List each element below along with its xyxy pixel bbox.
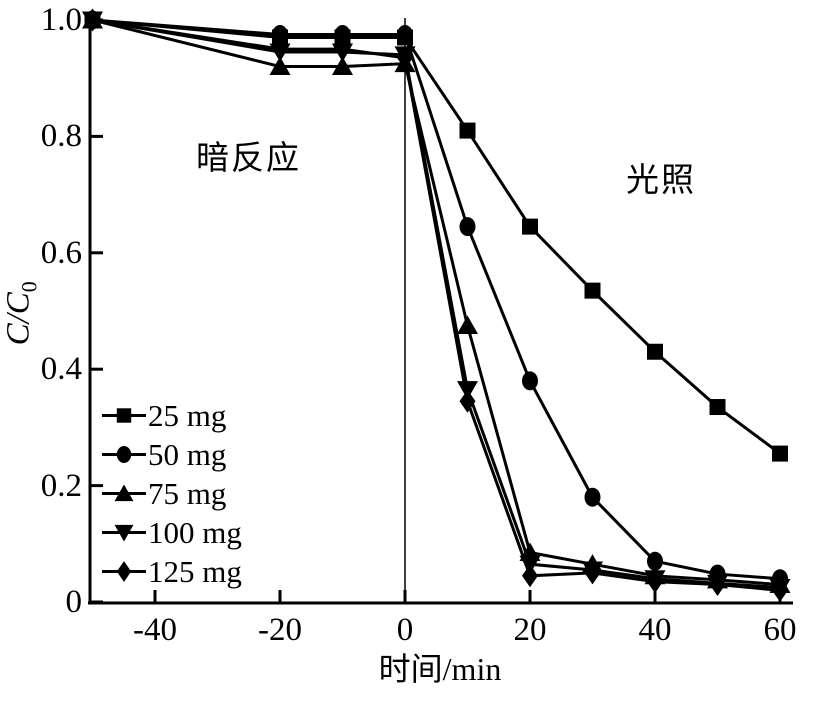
series-50mg <box>84 10 788 589</box>
diamond-marker <box>647 570 663 594</box>
circle-marker <box>397 25 413 45</box>
diamond-marker <box>522 564 538 588</box>
y-tick-label: 0 <box>65 584 83 620</box>
square-marker <box>709 399 726 416</box>
legend-item-75mg: 75 mg <box>100 476 242 511</box>
diamond-marker-icon <box>102 561 146 582</box>
legend-item-50mg: 50 mg <box>100 437 242 472</box>
circle-marker <box>334 25 351 45</box>
square-marker <box>772 445 788 462</box>
square-marker <box>459 122 476 139</box>
circle-marker <box>647 551 663 571</box>
diamond-marker <box>397 46 413 70</box>
legend-label: 50 mg <box>148 437 227 472</box>
y-tick-label: 0.4 <box>40 351 82 387</box>
y-axis-title: C/C0 <box>0 281 42 346</box>
annotation-dark-reaction: 暗反应 <box>196 141 301 177</box>
square-marker <box>522 218 538 235</box>
square-marker-icon <box>102 408 146 423</box>
diamond-marker <box>584 561 601 585</box>
diamond-marker <box>116 561 132 582</box>
circle-marker <box>272 25 288 45</box>
legend-label: 100 mg <box>148 515 242 550</box>
square-marker <box>647 343 663 360</box>
annotation-light: 光照 <box>626 163 696 199</box>
x-tick-label: 20 <box>513 612 547 648</box>
diamond-marker <box>334 37 351 61</box>
diamond-marker <box>459 389 476 413</box>
square-marker <box>584 282 601 299</box>
legend: 25 mg 50 mg 75 mg 100 mg 125 mg <box>100 398 242 589</box>
y-tick-label: 0.6 <box>40 235 82 271</box>
triangle-up-marker-icon <box>102 484 146 502</box>
legend-item-25mg: 25 mg <box>100 398 242 433</box>
legend-label: 75 mg <box>148 476 227 511</box>
diamond-marker <box>709 573 726 597</box>
circle-marker <box>522 371 538 391</box>
diamond-marker <box>772 578 788 602</box>
triangle-down-marker-icon <box>102 524 146 542</box>
triangle-up-marker <box>114 484 134 502</box>
diamond-marker <box>84 8 101 32</box>
x-tick-label: -20 <box>258 612 302 648</box>
x-tick-label: -40 <box>133 612 177 648</box>
circle-marker <box>116 445 132 464</box>
triangle-up-marker <box>332 56 353 76</box>
circle-marker <box>584 487 601 507</box>
circle-marker <box>459 217 476 237</box>
legend-item-100mg: 100 mg <box>100 515 242 550</box>
y-tick-label: 1.0 <box>40 2 82 38</box>
triangle-down-marker <box>114 524 134 542</box>
x-tick-label: 0 <box>396 612 414 648</box>
y-tick-label: 0.8 <box>40 118 82 154</box>
legend-item-125mg: 125 mg <box>100 554 242 589</box>
square-marker <box>116 408 132 423</box>
diamond-marker <box>272 37 288 61</box>
x-axis-title: 时间/min <box>378 651 502 687</box>
circle-marker-icon <box>102 445 146 464</box>
triangle-up-marker <box>457 315 478 335</box>
triangle-up-marker <box>269 56 291 76</box>
x-tick-label: 60 <box>763 612 797 648</box>
y-tick-label: 0.2 <box>40 468 82 504</box>
series-125mg <box>84 8 788 602</box>
legend-label: 125 mg <box>148 554 242 589</box>
legend-label: 25 mg <box>148 398 227 433</box>
x-tick-label: 40 <box>638 612 672 648</box>
